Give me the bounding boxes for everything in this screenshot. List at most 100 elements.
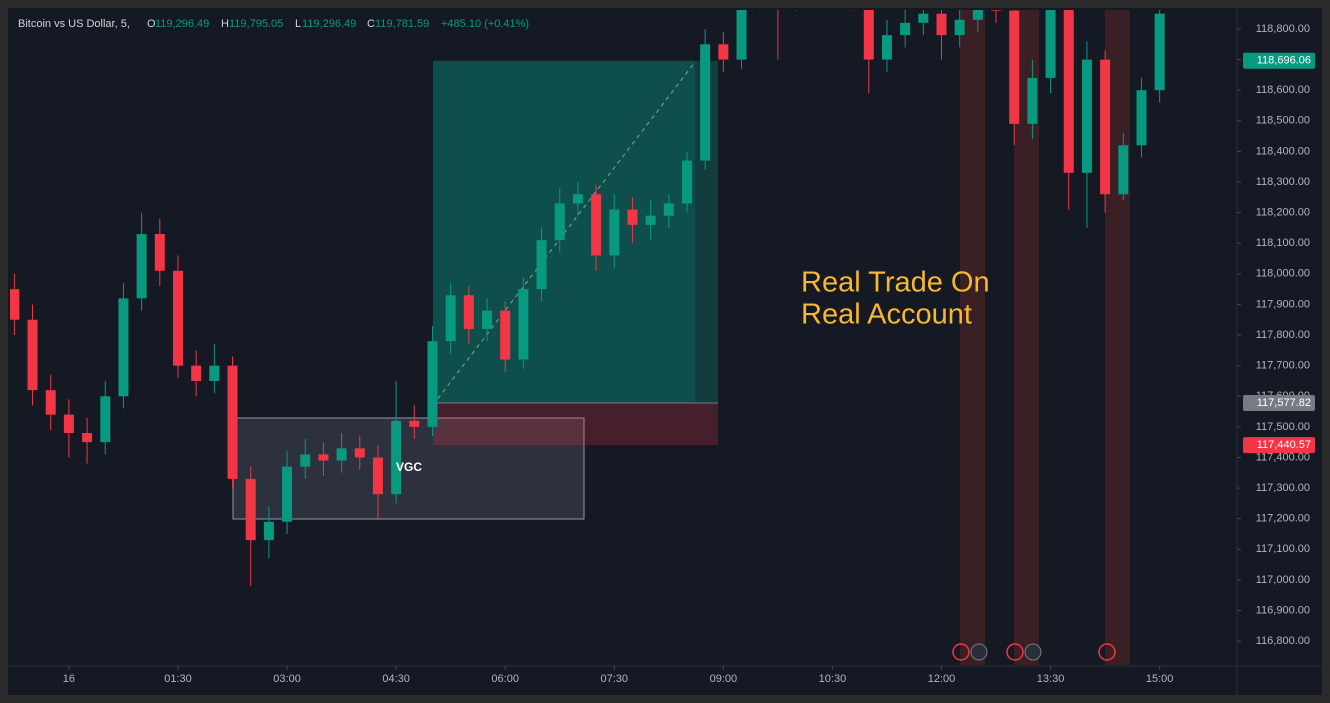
price-tag: [1243, 437, 1315, 454]
x-tick-label: 09:00: [710, 673, 738, 685]
zone-label: VGC: [396, 460, 422, 474]
candle-body: [445, 295, 456, 342]
candle-body: [82, 432, 93, 443]
candle-body: [100, 396, 111, 443]
candle-body: [409, 420, 420, 427]
y-tick-label: 116,800.00: [1256, 635, 1310, 647]
ohlc-value: 119,781.59: [375, 18, 429, 30]
candle-body: [191, 365, 202, 381]
symbol: Bitcoin vs US Dollar, 5,: [18, 18, 130, 30]
y-tick-label: 118,500.00: [1256, 115, 1310, 127]
candle-body: [663, 203, 674, 216]
candle-body: [427, 341, 438, 427]
event-icon[interactable]: [1024, 643, 1042, 661]
event-band: [960, 10, 985, 665]
y-tick-label: 118,600.00: [1256, 84, 1310, 96]
candle-body: [1154, 13, 1165, 91]
candle-body: [609, 209, 620, 256]
y-tick-label: 116,900.00: [1256, 604, 1310, 616]
y-tick-label: 118,100.00: [1256, 237, 1310, 249]
ohlc-letter: O: [147, 18, 156, 30]
candle-body: [1063, 10, 1074, 173]
ohlc-letter: C: [367, 18, 375, 30]
headline: Real Account: [801, 299, 972, 331]
candle-body: [63, 414, 74, 433]
candle-body: [1118, 145, 1129, 195]
candle-body: [681, 160, 692, 204]
event-icon[interactable]: [952, 643, 970, 661]
x-tick-label: 16: [63, 673, 75, 685]
candle-body: [482, 310, 493, 329]
x-tick-label: 04:30: [382, 673, 410, 685]
candle-body: [881, 35, 892, 60]
x-tick-label: 12:00: [928, 673, 956, 685]
candle-body: [1027, 77, 1038, 124]
x-tick-label: 13:30: [1037, 673, 1065, 685]
x-tick-label: 15:00: [1146, 673, 1174, 685]
ohlc-value: 119,296.49: [302, 18, 356, 30]
candle-body: [991, 10, 1002, 11]
candle-body: [700, 44, 711, 161]
y-tick-label: 118,000.00: [1256, 268, 1310, 280]
candle-body: [354, 448, 365, 458]
candle-body: [27, 319, 38, 391]
ohlc-letter: L: [295, 18, 301, 30]
candle-body: [863, 10, 874, 60]
price-tag: [1243, 52, 1315, 69]
candle-body: [154, 234, 165, 271]
plot-area: [10, 10, 1165, 665]
candle-body: [900, 22, 911, 36]
candle-body: [10, 289, 20, 320]
event-icon[interactable]: [1006, 643, 1024, 661]
candle-body: [300, 454, 311, 467]
candle-body: [645, 215, 656, 225]
headline: Real Trade On: [801, 267, 990, 299]
y-tick-label: 117,900.00: [1256, 298, 1310, 310]
price-tag: [1243, 395, 1315, 412]
candle-body: [918, 13, 929, 23]
y-tick-label: 118,300.00: [1256, 176, 1310, 188]
candle-body: [318, 454, 329, 461]
ohlc-value: 119,296.49: [155, 18, 209, 30]
y-tick-label: 117,300.00: [1256, 482, 1310, 494]
x-tick-label: 10:30: [819, 673, 847, 685]
change: +485.10 (+0.41%): [441, 18, 529, 30]
ohlc-value: 119,795.05: [229, 18, 283, 30]
loss-zone: [433, 403, 718, 446]
y-tick-label: 117,100.00: [1256, 543, 1310, 555]
candle-body: [591, 194, 602, 256]
x-tick-label: 01:30: [164, 673, 192, 685]
price-tag-label: 117,440.57: [1257, 439, 1311, 451]
event-icon[interactable]: [970, 643, 988, 661]
candle-body: [500, 310, 511, 360]
candle-body: [282, 466, 293, 522]
y-tick-label: 118,400.00: [1256, 145, 1310, 157]
candle-body: [627, 209, 638, 225]
candle-body: [372, 457, 383, 495]
y-tick-label: 117,800.00: [1256, 329, 1310, 341]
y-tick-label: 117,000.00: [1256, 574, 1310, 586]
axes: 116,800.00 116,900.00 117,000.00 117,100.00…: [8, 8, 1322, 695]
y-tick-label: 117,400.00: [1256, 451, 1310, 463]
candle-body: [1100, 59, 1111, 195]
candle-body: [227, 365, 238, 479]
x-tick-label: 06:00: [491, 673, 519, 685]
candle-body: [718, 44, 729, 60]
header: Bitcoin vs US Dollar, 5, O 119,296.49 H …: [18, 18, 529, 30]
candle-body: [209, 365, 220, 381]
candle-body: [118, 298, 129, 397]
candle-body: [554, 203, 565, 241]
y-tick-label: 117,500.00: [1256, 421, 1310, 433]
candle-body: [936, 13, 947, 36]
y-tick-label: 117,700.00: [1256, 360, 1310, 372]
event-icon[interactable]: [1098, 643, 1116, 661]
candle-body: [572, 194, 583, 204]
candle-body: [336, 448, 347, 461]
y-tick-label: 118,800.00: [1256, 23, 1310, 35]
candle-body: [1045, 10, 1056, 78]
candle-body: [972, 10, 983, 20]
price-tag-label: 118,696.06: [1257, 55, 1311, 67]
y-tick-label: 118,200.00: [1256, 207, 1310, 219]
candle-body: [1136, 90, 1147, 146]
